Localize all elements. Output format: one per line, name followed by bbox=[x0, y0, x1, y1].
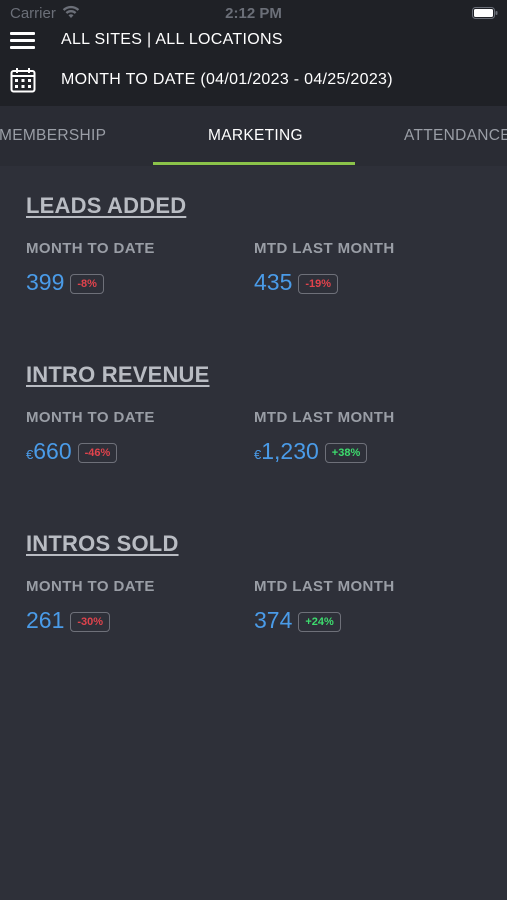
carrier-label: Carrier bbox=[10, 5, 56, 22]
mtd-value: 261 bbox=[26, 606, 65, 633]
tab-bar: MEMBERSHIP MARKETING ATTENDANCE bbox=[0, 106, 507, 166]
section-title[interactable]: INTRO REVENUE bbox=[26, 362, 210, 387]
date-range-selector[interactable]: MONTH TO DATE (04/01/2023 - 04/25/2023) bbox=[61, 71, 393, 88]
tab-marketing[interactable]: MARKETING bbox=[208, 127, 303, 144]
leads-added-section: LEADS ADDED MONTH TO DATE MTD LAST MONTH… bbox=[0, 193, 507, 353]
last-month-metric: € 1,230 +38% bbox=[254, 436, 368, 466]
mtd-value: 660 bbox=[33, 437, 72, 464]
app-header: Carrier 2:12 PM ALL SITES | ALL LOCATION… bbox=[0, 0, 507, 106]
active-tab-indicator bbox=[153, 162, 355, 165]
tab-membership[interactable]: MEMBERSHIP bbox=[0, 127, 107, 144]
intros-sold-section: INTROS SOLD MONTH TO DATE MTD LAST MONTH… bbox=[0, 531, 507, 691]
calendar-icon[interactable] bbox=[10, 67, 36, 93]
last-month-value: 435 bbox=[254, 268, 293, 295]
status-bar: Carrier 2:12 PM bbox=[0, 0, 507, 26]
section-title[interactable]: LEADS ADDED bbox=[26, 193, 187, 218]
last-month-metric: 374 +24% bbox=[254, 605, 341, 635]
mtd-metric: 399 -8% bbox=[26, 267, 104, 297]
change-badge: -8% bbox=[70, 274, 104, 294]
tab-attendance[interactable]: ATTENDANCE bbox=[404, 127, 507, 144]
currency-symbol: € bbox=[254, 446, 262, 462]
mtd-label: MONTH TO DATE bbox=[26, 578, 155, 595]
last-month-value: 1,230 bbox=[261, 437, 319, 464]
site-location-selector[interactable]: ALL SITES | ALL LOCATIONS bbox=[61, 31, 283, 48]
change-badge: +38% bbox=[324, 443, 368, 463]
wifi-icon bbox=[62, 5, 80, 18]
currency-symbol: € bbox=[26, 446, 34, 462]
hamburger-menu-icon[interactable] bbox=[10, 30, 35, 50]
section-title[interactable]: INTROS SOLD bbox=[26, 531, 179, 556]
last-month-label: MTD LAST MONTH bbox=[254, 409, 395, 426]
battery-icon bbox=[472, 7, 498, 19]
change-badge: -19% bbox=[298, 274, 339, 294]
last-month-label: MTD LAST MONTH bbox=[254, 578, 395, 595]
change-badge: +24% bbox=[298, 612, 341, 632]
mtd-metric: 261 -30% bbox=[26, 605, 111, 635]
change-badge: -30% bbox=[70, 612, 111, 632]
mtd-metric: € 660 -46% bbox=[26, 436, 118, 466]
last-month-value: 374 bbox=[254, 606, 293, 633]
mtd-value: 399 bbox=[26, 268, 65, 295]
last-month-label: MTD LAST MONTH bbox=[254, 240, 395, 257]
intro-revenue-section: INTRO REVENUE MONTH TO DATE MTD LAST MON… bbox=[0, 362, 507, 522]
mtd-label: MONTH TO DATE bbox=[26, 240, 155, 257]
change-badge: -46% bbox=[77, 443, 118, 463]
mtd-label: MONTH TO DATE bbox=[26, 409, 155, 426]
last-month-metric: 435 -19% bbox=[254, 267, 339, 297]
clock-time: 2:12 PM bbox=[225, 5, 282, 22]
